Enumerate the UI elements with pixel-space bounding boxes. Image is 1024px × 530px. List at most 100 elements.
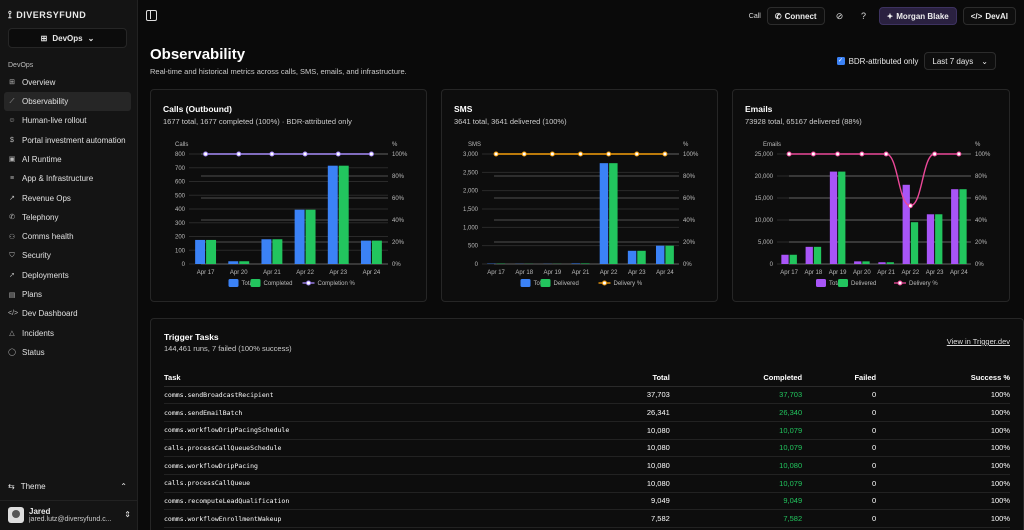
pct-point[interactable] [335, 151, 341, 157]
column-header[interactable]: Completed [669, 369, 803, 387]
bar-completed[interactable] [206, 239, 217, 264]
pct-point[interactable] [835, 151, 841, 157]
pct-point[interactable] [606, 151, 612, 157]
bar-completed[interactable] [838, 171, 846, 264]
bar-total[interactable] [571, 263, 580, 264]
sidebar-item-deployments[interactable]: ➚ Deployments [4, 266, 131, 285]
sidebar-item-security[interactable]: ⛉ Security [4, 247, 131, 266]
user-menu[interactable]: Jared jared.lutz@diversyfund.c... ⇕ [0, 500, 137, 530]
column-header[interactable]: Failed [802, 369, 877, 387]
bar-completed[interactable] [789, 254, 797, 264]
pct-point[interactable] [493, 151, 499, 157]
devai-button[interactable]: </> DevAI [962, 7, 1016, 25]
pct-point[interactable] [662, 151, 668, 157]
pct-point[interactable] [907, 203, 913, 209]
sidebar-item-observability[interactable]: ⟋ Observability [4, 92, 131, 111]
pct-point[interactable] [634, 151, 640, 157]
bar-completed[interactable] [338, 165, 349, 264]
x-tick-label: Apr 23 [329, 270, 347, 276]
bar-completed[interactable] [239, 261, 250, 264]
bar-completed[interactable] [581, 263, 590, 264]
pct-point[interactable] [932, 151, 938, 157]
workspace-switcher[interactable]: ⊞ DevOps ⌄ [8, 28, 127, 48]
table-row[interactable]: calls.processCallQueueSchedule 10,080 10,0… [164, 439, 1010, 458]
sidebar-item-comms-health[interactable]: ⚇ Comms health [4, 227, 131, 246]
pct-point[interactable] [786, 151, 792, 157]
brand-logo[interactable]: ⟟ DIVERSYFUND [8, 9, 87, 21]
bar-total[interactable] [902, 184, 910, 264]
bar-total[interactable] [360, 240, 371, 264]
bar-total[interactable] [829, 171, 838, 264]
sidebar-item-portal-investment-automation[interactable]: $ Portal investment automation [4, 131, 131, 150]
pct-point[interactable] [203, 151, 209, 157]
table-row[interactable]: comms.workflowDripPacing 10,080 10,080 0 100… [164, 456, 1010, 475]
bar-completed[interactable] [862, 261, 870, 264]
bar-total[interactable] [878, 262, 886, 264]
sidebar-item-dev-dashboard[interactable]: </> Dev Dashboard [4, 305, 131, 324]
bar-completed[interactable] [305, 209, 316, 264]
pct-point[interactable] [810, 151, 816, 157]
pct-point[interactable] [549, 151, 555, 157]
bar-completed[interactable] [813, 246, 822, 264]
bar-total[interactable] [228, 261, 239, 264]
pct-point[interactable] [578, 151, 583, 157]
bar-total[interactable] [627, 250, 637, 264]
table-row[interactable]: comms.workflowEnrollmentWakeup 7,582 7,582… [164, 509, 1010, 528]
table-row[interactable]: comms.sendBroadcastRecipient 37,703 37,703… [164, 386, 1010, 405]
range-select[interactable]: Last 7 days ⌄ [924, 52, 996, 70]
sidebar-item-human-live-rollout[interactable]: ☺ Human-live rollout [4, 112, 131, 131]
theme-toggle[interactable]: ⇆ Theme ⌃ [8, 481, 127, 491]
bar-total[interactable] [805, 246, 813, 264]
bar-total[interactable] [781, 254, 789, 264]
bar-completed[interactable] [272, 239, 283, 264]
trigger-link[interactable]: View in Trigger.dev [946, 337, 1010, 346]
sms-chart-subtitle: 3641 total, 3641 delivered (100%) [454, 117, 567, 126]
pct-point[interactable] [236, 151, 242, 157]
user-button[interactable]: ✦ Morgan Blake [878, 7, 957, 25]
column-header[interactable]: Task [164, 369, 592, 387]
bar-total[interactable] [951, 189, 959, 264]
sidebar-item-status[interactable]: ◯ Status [4, 343, 131, 362]
sidebar-item-ai-runtime[interactable]: ▣ AI Runtime [4, 150, 131, 169]
pct-point[interactable] [269, 151, 275, 157]
bar-total[interactable] [327, 165, 338, 264]
bar-completed[interactable] [665, 245, 674, 264]
bar-total[interactable] [655, 245, 665, 264]
help-icon[interactable]: ? [861, 11, 867, 21]
column-header[interactable]: Success % [876, 369, 1010, 387]
bar-total[interactable] [599, 163, 609, 264]
table-row[interactable]: comms.recomputeLeadQualification 9,049 9,0… [164, 492, 1010, 511]
bar-total[interactable] [294, 209, 305, 264]
sidebar-item-overview[interactable]: ⊞ Overview [4, 73, 131, 92]
bar-completed[interactable] [609, 163, 618, 264]
bar-total[interactable] [926, 214, 935, 264]
pct-point[interactable] [883, 151, 889, 157]
sidebar-item-incidents[interactable]: △ Incidents [4, 324, 131, 343]
bdr-checkbox[interactable]: ✓ BDR-attributed only [836, 56, 919, 66]
table-row[interactable]: comms.workflowDripPacingSchedule 10,080 10… [164, 421, 1010, 440]
bar-completed[interactable] [959, 189, 967, 264]
bar-completed[interactable] [886, 262, 894, 264]
bar-completed[interactable] [910, 222, 919, 264]
settings-icon[interactable]: ⊘ [835, 10, 844, 21]
column-header[interactable]: Total [591, 369, 670, 387]
sidebar-item-telephony[interactable]: ✆ Telephony [4, 208, 131, 227]
sidebar-toggle-icon[interactable] [146, 10, 157, 21]
bar-completed[interactable] [935, 214, 943, 264]
pct-point[interactable] [302, 151, 308, 157]
table-row[interactable]: comms.sendEmailBatch 26,341 26,340 0 100% [164, 403, 1010, 422]
sidebar-item-revenue-ops[interactable]: ↗ Revenue Ops [4, 189, 131, 208]
bar-total[interactable] [854, 261, 862, 264]
sidebar-item-app-infrastructure[interactable]: ≡ App & Infrastructure [4, 169, 131, 188]
connect-button[interactable]: ✆ Connect [766, 7, 825, 25]
bar-completed[interactable] [371, 240, 382, 264]
pct-point[interactable] [956, 151, 962, 157]
sidebar-item-plans[interactable]: ▤ Plans [4, 285, 131, 304]
bar-completed[interactable] [637, 250, 646, 264]
pct-point[interactable] [521, 151, 527, 157]
pct-point[interactable] [368, 151, 374, 157]
pct-point[interactable] [859, 151, 865, 157]
bar-total[interactable] [195, 239, 206, 264]
bar-total[interactable] [261, 239, 272, 264]
table-row[interactable]: calls.processCallQueue 10,080 10,079 0 100% [164, 474, 1010, 493]
